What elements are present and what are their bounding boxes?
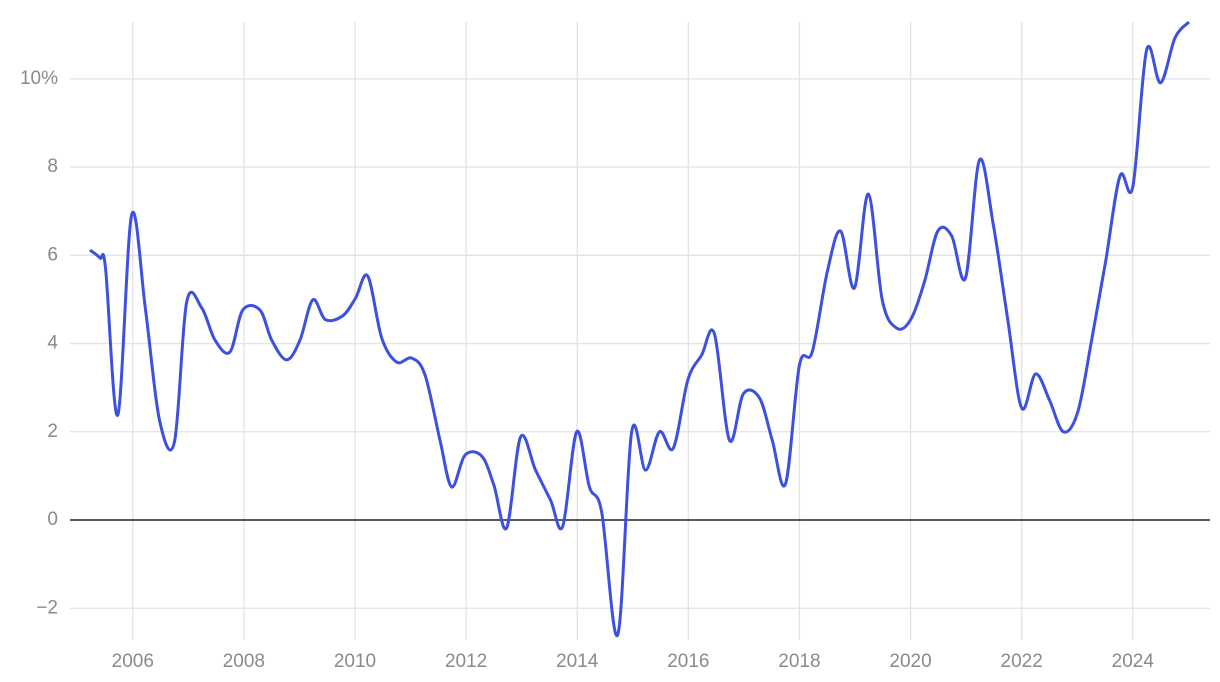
x-tick-label: 2020 (889, 651, 931, 672)
y-tick-label: 0 (47, 509, 58, 530)
x-tick-label: 2008 (223, 651, 265, 672)
y-tick-label: 2 (47, 421, 58, 442)
x-tick-label: 2014 (556, 651, 599, 672)
x-tick-label: 2012 (445, 651, 487, 672)
x-tick-label: 2010 (334, 651, 376, 672)
x-tick-label: 2016 (667, 651, 709, 672)
y-tick-label: 6 (47, 244, 58, 265)
data-line (89, 20, 1191, 638)
x-tick-label: 2018 (778, 651, 820, 672)
y-tick-label: 4 (47, 333, 58, 354)
x-tick-label: 2024 (1112, 651, 1155, 672)
x-tick-label: 2006 (112, 651, 154, 672)
y-tick-label: −2 (36, 597, 58, 618)
y-tick-label: 8 (47, 156, 58, 177)
y-tick-label: 10% (20, 68, 58, 89)
x-tick-label: 2022 (1001, 651, 1043, 672)
